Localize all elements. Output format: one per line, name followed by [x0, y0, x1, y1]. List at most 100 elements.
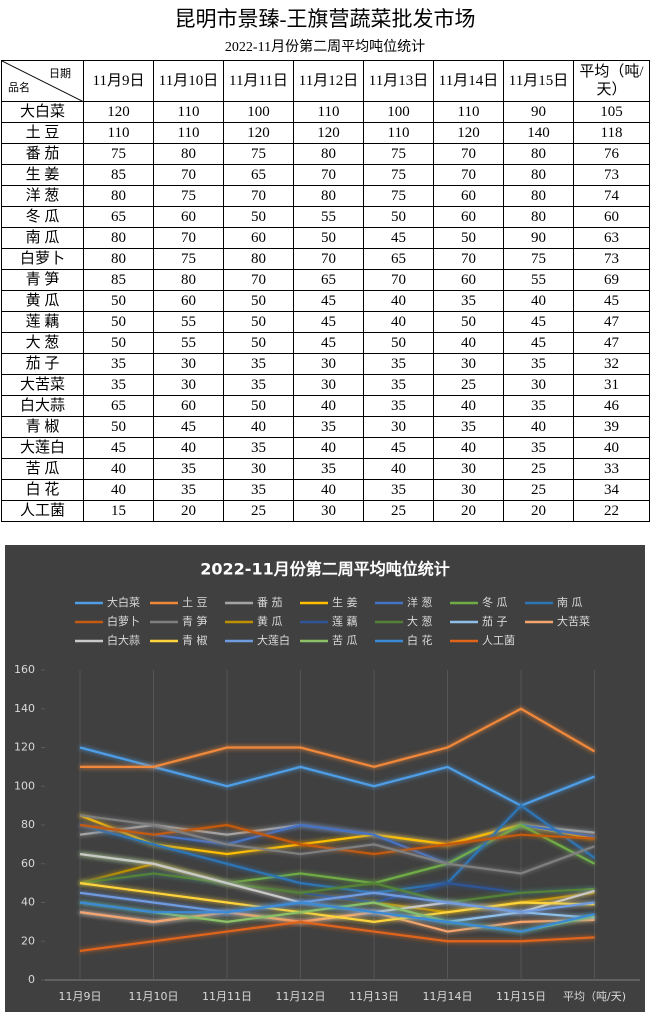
cell: 60 — [573, 206, 650, 228]
cell: 80 — [153, 269, 224, 291]
series-line — [79, 746, 595, 807]
table-row: 冬 瓜 65 60 50 55 50 60 80 60 — [1, 206, 650, 228]
chart-title: 2022-11月份第二周平均吨位统计 — [200, 560, 449, 579]
x-tick-label: 11月13日 — [349, 990, 399, 1003]
y-tick-label: 20 — [21, 934, 35, 947]
cell: 35 — [363, 353, 434, 375]
series-line — [79, 901, 595, 933]
cell: 70 — [433, 164, 504, 186]
legend-label: 人工菌 — [482, 634, 515, 647]
cell: 50 — [223, 290, 294, 312]
legend-label: 冬 瓜 — [482, 595, 508, 609]
cell: 60 — [433, 206, 504, 228]
cell: 35 — [363, 374, 434, 396]
legend-label: 青 椒 — [182, 633, 208, 647]
cell: 118 — [573, 122, 650, 144]
cell: 110 — [153, 122, 224, 144]
series-line — [79, 872, 595, 904]
legend-label: 青 笋 — [182, 614, 208, 628]
y-tick-label: 120 — [14, 741, 35, 754]
cell: 75 — [503, 248, 574, 270]
cell: 40 — [503, 416, 574, 438]
cell: 30 — [223, 458, 294, 480]
cell: 45 — [363, 437, 434, 459]
cell: 75 — [363, 143, 434, 165]
cell: 75 — [223, 143, 294, 165]
cell: 50 — [83, 290, 154, 312]
cell: 45 — [503, 332, 574, 354]
cell: 110 — [433, 101, 504, 123]
table-row: 黄 瓜 50 60 50 45 40 35 40 45 — [1, 290, 650, 312]
cell: 70 — [293, 164, 364, 186]
cell: 40 — [153, 437, 224, 459]
cell: 70 — [433, 248, 504, 270]
data-table: 日期 品名 11月9日 11月10日 11月11日 11月12日 11月13日 11月14… — [1, 60, 650, 522]
cell: 34 — [573, 479, 650, 501]
y-tick-label: 160 — [14, 663, 35, 676]
cell: 20 — [433, 500, 504, 522]
cell: 40 — [293, 395, 364, 417]
cell: 25 — [223, 500, 294, 522]
cell: 35 — [503, 437, 574, 459]
cell: 35 — [153, 458, 224, 480]
cell: 50 — [363, 332, 434, 354]
cell: 40 — [433, 395, 504, 417]
cell: 50 — [83, 332, 154, 354]
column-header: 平均（吨/天） — [573, 60, 650, 102]
cell: 80 — [503, 143, 574, 165]
cell: 110 — [153, 101, 224, 123]
legend-label: 苦 瓜 — [332, 634, 358, 647]
series-line — [79, 891, 595, 914]
table-row: 青 椒 50 45 40 35 30 35 40 39 — [1, 416, 650, 438]
legend-label: 洋 葱 — [407, 595, 433, 609]
cell: 120 — [293, 122, 364, 144]
corner-date: 日期 — [49, 68, 71, 80]
item-name: 洋 葱 — [1, 185, 84, 207]
cell: 50 — [293, 227, 364, 249]
page-subtitle: 2022-11月份第二周平均吨位统计 — [224, 40, 426, 55]
column-header: 11月13日 — [363, 60, 434, 102]
item-name: 人工菌 — [1, 500, 84, 522]
cell: 45 — [153, 416, 224, 438]
cell: 32 — [573, 353, 650, 375]
x-tick-label: 11月11日 — [202, 990, 252, 1003]
cell: 35 — [503, 353, 574, 375]
page-title: 昆明市景臻-王旗营蔬菜批发市场 — [174, 7, 476, 31]
cell: 15 — [83, 500, 154, 522]
cell: 70 — [223, 269, 294, 291]
table-row: 番 茄 75 80 75 80 75 70 80 76 — [1, 143, 650, 165]
table-row: 茄 子 35 30 35 30 35 30 35 32 — [1, 353, 650, 375]
legend-label: 大苦菜 — [557, 614, 590, 628]
item-name: 白萝卜 — [1, 248, 84, 270]
column-header: 11月9日 — [83, 60, 154, 102]
legend-label: 茄 子 — [482, 614, 508, 628]
cell: 45 — [293, 311, 364, 333]
cell: 40 — [223, 416, 294, 438]
cell: 80 — [503, 206, 574, 228]
cell: 60 — [433, 185, 504, 207]
cell: 20 — [503, 500, 574, 522]
cell: 40 — [503, 290, 574, 312]
cell: 30 — [293, 500, 364, 522]
cell: 33 — [573, 458, 650, 480]
y-tick-label: 40 — [21, 896, 35, 909]
cell: 31 — [573, 374, 650, 396]
column-header: 11月11日 — [223, 60, 294, 102]
cell: 45 — [293, 332, 364, 354]
legend-label: 大莲白 — [257, 633, 290, 647]
cell: 50 — [433, 227, 504, 249]
cell: 45 — [363, 227, 434, 249]
cell: 35 — [503, 395, 574, 417]
cell: 30 — [433, 458, 504, 480]
cell: 80 — [83, 227, 154, 249]
chart-background — [5, 545, 645, 1012]
y-tick-label: 60 — [21, 857, 35, 870]
cell: 75 — [153, 185, 224, 207]
item-name: 冬 瓜 — [1, 206, 84, 228]
cell: 70 — [433, 143, 504, 165]
cell: 110 — [363, 122, 434, 144]
cell: 80 — [293, 185, 364, 207]
column-header: 11月15日 — [503, 60, 574, 102]
cell: 35 — [293, 458, 364, 480]
corner-item: 品名 — [8, 82, 30, 94]
